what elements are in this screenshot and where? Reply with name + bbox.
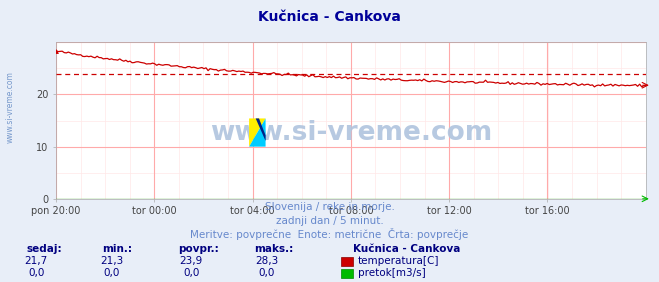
- Text: 21,7: 21,7: [24, 256, 48, 266]
- Polygon shape: [249, 118, 266, 147]
- Text: min.:: min.:: [102, 244, 132, 254]
- Text: temperatura[C]: temperatura[C]: [358, 256, 440, 266]
- Text: pretok[m3/s]: pretok[m3/s]: [358, 268, 426, 278]
- Text: sedaj:: sedaj:: [26, 244, 62, 254]
- Text: 23,9: 23,9: [179, 256, 203, 266]
- Text: 0,0: 0,0: [259, 268, 275, 278]
- Text: www.si-vreme.com: www.si-vreme.com: [210, 120, 492, 146]
- Text: 0,0: 0,0: [104, 268, 120, 278]
- Text: 28,3: 28,3: [255, 256, 279, 266]
- Polygon shape: [256, 118, 266, 141]
- Text: Slovenija / reke in morje.: Slovenija / reke in morje.: [264, 202, 395, 212]
- Text: povpr.:: povpr.:: [178, 244, 219, 254]
- Text: 21,3: 21,3: [100, 256, 124, 266]
- Text: zadnji dan / 5 minut.: zadnji dan / 5 minut.: [275, 216, 384, 226]
- Text: Kučnica - Cankova: Kučnica - Cankova: [258, 10, 401, 24]
- Text: 0,0: 0,0: [28, 268, 44, 278]
- Polygon shape: [249, 118, 266, 147]
- Text: Meritve: povprečne  Enote: metrične  Črta: povprečje: Meritve: povprečne Enote: metrične Črta:…: [190, 228, 469, 240]
- Text: www.si-vreme.com: www.si-vreme.com: [5, 71, 14, 143]
- Text: maks.:: maks.:: [254, 244, 293, 254]
- Text: 0,0: 0,0: [183, 268, 199, 278]
- Text: Kučnica - Cankova: Kučnica - Cankova: [353, 244, 460, 254]
